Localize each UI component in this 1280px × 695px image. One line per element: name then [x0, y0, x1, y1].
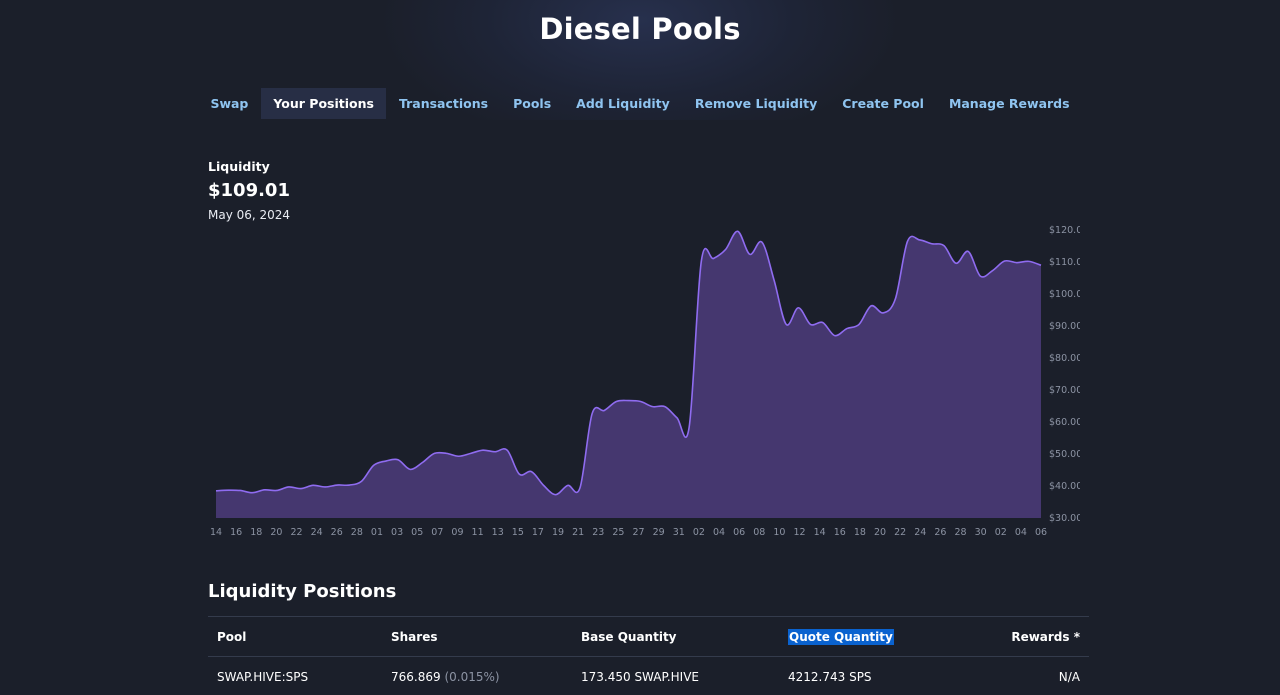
- x-tick-label: 23: [592, 527, 604, 538]
- y-tick-label: $110.00: [1049, 257, 1080, 268]
- y-tick-label: $70.00: [1049, 385, 1080, 396]
- x-tick-label: 01: [371, 527, 383, 538]
- tab-add-liquidity[interactable]: Add Liquidity: [576, 96, 670, 111]
- x-tick-label: 18: [854, 527, 866, 538]
- column-header-pool[interactable]: Pool: [217, 629, 247, 644]
- x-tick-label: 02: [995, 527, 1007, 538]
- x-tick-label: 05: [411, 527, 423, 538]
- x-tick-label: 25: [612, 527, 624, 538]
- tab-pools[interactable]: Pools: [513, 96, 552, 111]
- x-tick-label: 18: [250, 527, 262, 538]
- tab-your-positions[interactable]: Your Positions: [260, 88, 387, 119]
- x-tick-label: 20: [270, 527, 282, 538]
- tab-remove-liquidity[interactable]: Remove Liquidity: [694, 96, 818, 111]
- x-tick-label: 13: [492, 527, 504, 538]
- column-header-base[interactable]: Base Quantity: [581, 629, 677, 644]
- x-tick-label: 30: [975, 527, 987, 538]
- main-nav: Swap Your Positions Transactions Pools A…: [0, 88, 1280, 119]
- x-tick-label: 17: [532, 527, 544, 538]
- cell-quote-quantity: 4212.743 SPS: [788, 669, 872, 684]
- x-tick-label: 29: [653, 527, 665, 538]
- x-tick-label: 06: [1035, 527, 1047, 538]
- positions-title: Liquidity Positions: [208, 581, 397, 602]
- x-tick-label: 14: [814, 527, 826, 538]
- positions-table: Pool Shares Base Quantity Quote Quantity…: [208, 616, 1089, 695]
- x-tick-label: 26: [934, 527, 946, 538]
- table-row[interactable]: SWAP.HIVE:SPS 766.869 (0.015%) 173.450 S…: [208, 657, 1089, 695]
- table-header: Pool Shares Base Quantity Quote Quantity…: [208, 617, 1089, 657]
- shares-value: 766.869: [391, 669, 441, 684]
- tab-create-pool[interactable]: Create Pool: [842, 96, 924, 111]
- y-tick-label: $50.00: [1049, 449, 1080, 460]
- x-tick-label: 20: [874, 527, 886, 538]
- x-tick-label: 16: [230, 527, 242, 538]
- x-tick-label: 12: [793, 527, 805, 538]
- x-tick-label: 07: [431, 527, 443, 538]
- tab-swap[interactable]: Swap: [210, 96, 249, 111]
- x-tick-label: 08: [753, 527, 765, 538]
- x-tick-label: 15: [512, 527, 524, 538]
- tab-transactions[interactable]: Transactions: [398, 96, 489, 111]
- column-header-rewards[interactable]: Rewards *: [1011, 629, 1080, 644]
- chart-area: [216, 231, 1041, 518]
- x-tick-label: 19: [552, 527, 564, 538]
- x-tick-label: 24: [914, 527, 926, 538]
- liquidity-label: Liquidity: [208, 159, 270, 174]
- y-tick-label: $90.00: [1049, 321, 1080, 332]
- x-tick-label: 21: [572, 527, 584, 538]
- x-tick-label: 02: [693, 527, 705, 538]
- page-header: Diesel Pools: [0, 0, 1280, 120]
- x-tick-label: 28: [954, 527, 966, 538]
- cell-rewards: N/A: [1058, 669, 1080, 684]
- x-tick-label: 24: [311, 527, 323, 538]
- liquidity-value: $109.01: [208, 180, 290, 201]
- x-tick-label: 06: [733, 527, 745, 538]
- y-tick-label: $30.00: [1049, 513, 1080, 524]
- x-tick-label: 10: [773, 527, 785, 538]
- x-tick-label: 22: [290, 527, 302, 538]
- x-tick-label: 26: [331, 527, 343, 538]
- x-tick-label: 27: [633, 527, 645, 538]
- tab-manage-rewards[interactable]: Manage Rewards: [948, 96, 1070, 111]
- liquidity-chart[interactable]: $120.00 $110.00 $100.00 $90.00 $80.00 $70.00 $…: [200, 222, 1080, 544]
- column-header-quote-label: Quote Quantity: [788, 628, 894, 645]
- page-title: Diesel Pools: [539, 12, 741, 46]
- column-header-shares[interactable]: Shares: [391, 629, 438, 644]
- cell-pool: SWAP.HIVE:SPS: [217, 669, 309, 684]
- x-tick-label: 03: [391, 527, 403, 538]
- chart-line: [215, 230, 1042, 496]
- column-header-quote[interactable]: Quote Quantity: [779, 628, 949, 645]
- liquidity-date: May 06, 2024: [208, 208, 291, 222]
- cell-base-quantity: 173.450 SWAP.HIVE: [581, 669, 700, 684]
- x-tick-label: 09: [451, 527, 463, 538]
- x-tick-label: 28: [351, 527, 363, 538]
- x-tick-label: 31: [673, 527, 685, 538]
- y-tick-label: $80.00: [1049, 353, 1080, 364]
- x-tick-label: 04: [713, 527, 725, 538]
- y-tick-label: $120.00: [1049, 225, 1080, 236]
- y-tick-label: $60.00: [1049, 417, 1080, 428]
- x-tick-label: 22: [894, 527, 906, 538]
- x-tick-label: 14: [210, 527, 222, 538]
- cell-shares: 766.869 (0.015%): [382, 670, 572, 684]
- x-tick-label: 11: [472, 527, 484, 538]
- y-tick-label: $40.00: [1049, 481, 1080, 492]
- y-tick-label: $100.00: [1049, 289, 1080, 300]
- x-tick-label: 04: [1015, 527, 1027, 538]
- shares-percent: (0.015%): [444, 669, 500, 684]
- x-tick-label: 16: [834, 527, 846, 538]
